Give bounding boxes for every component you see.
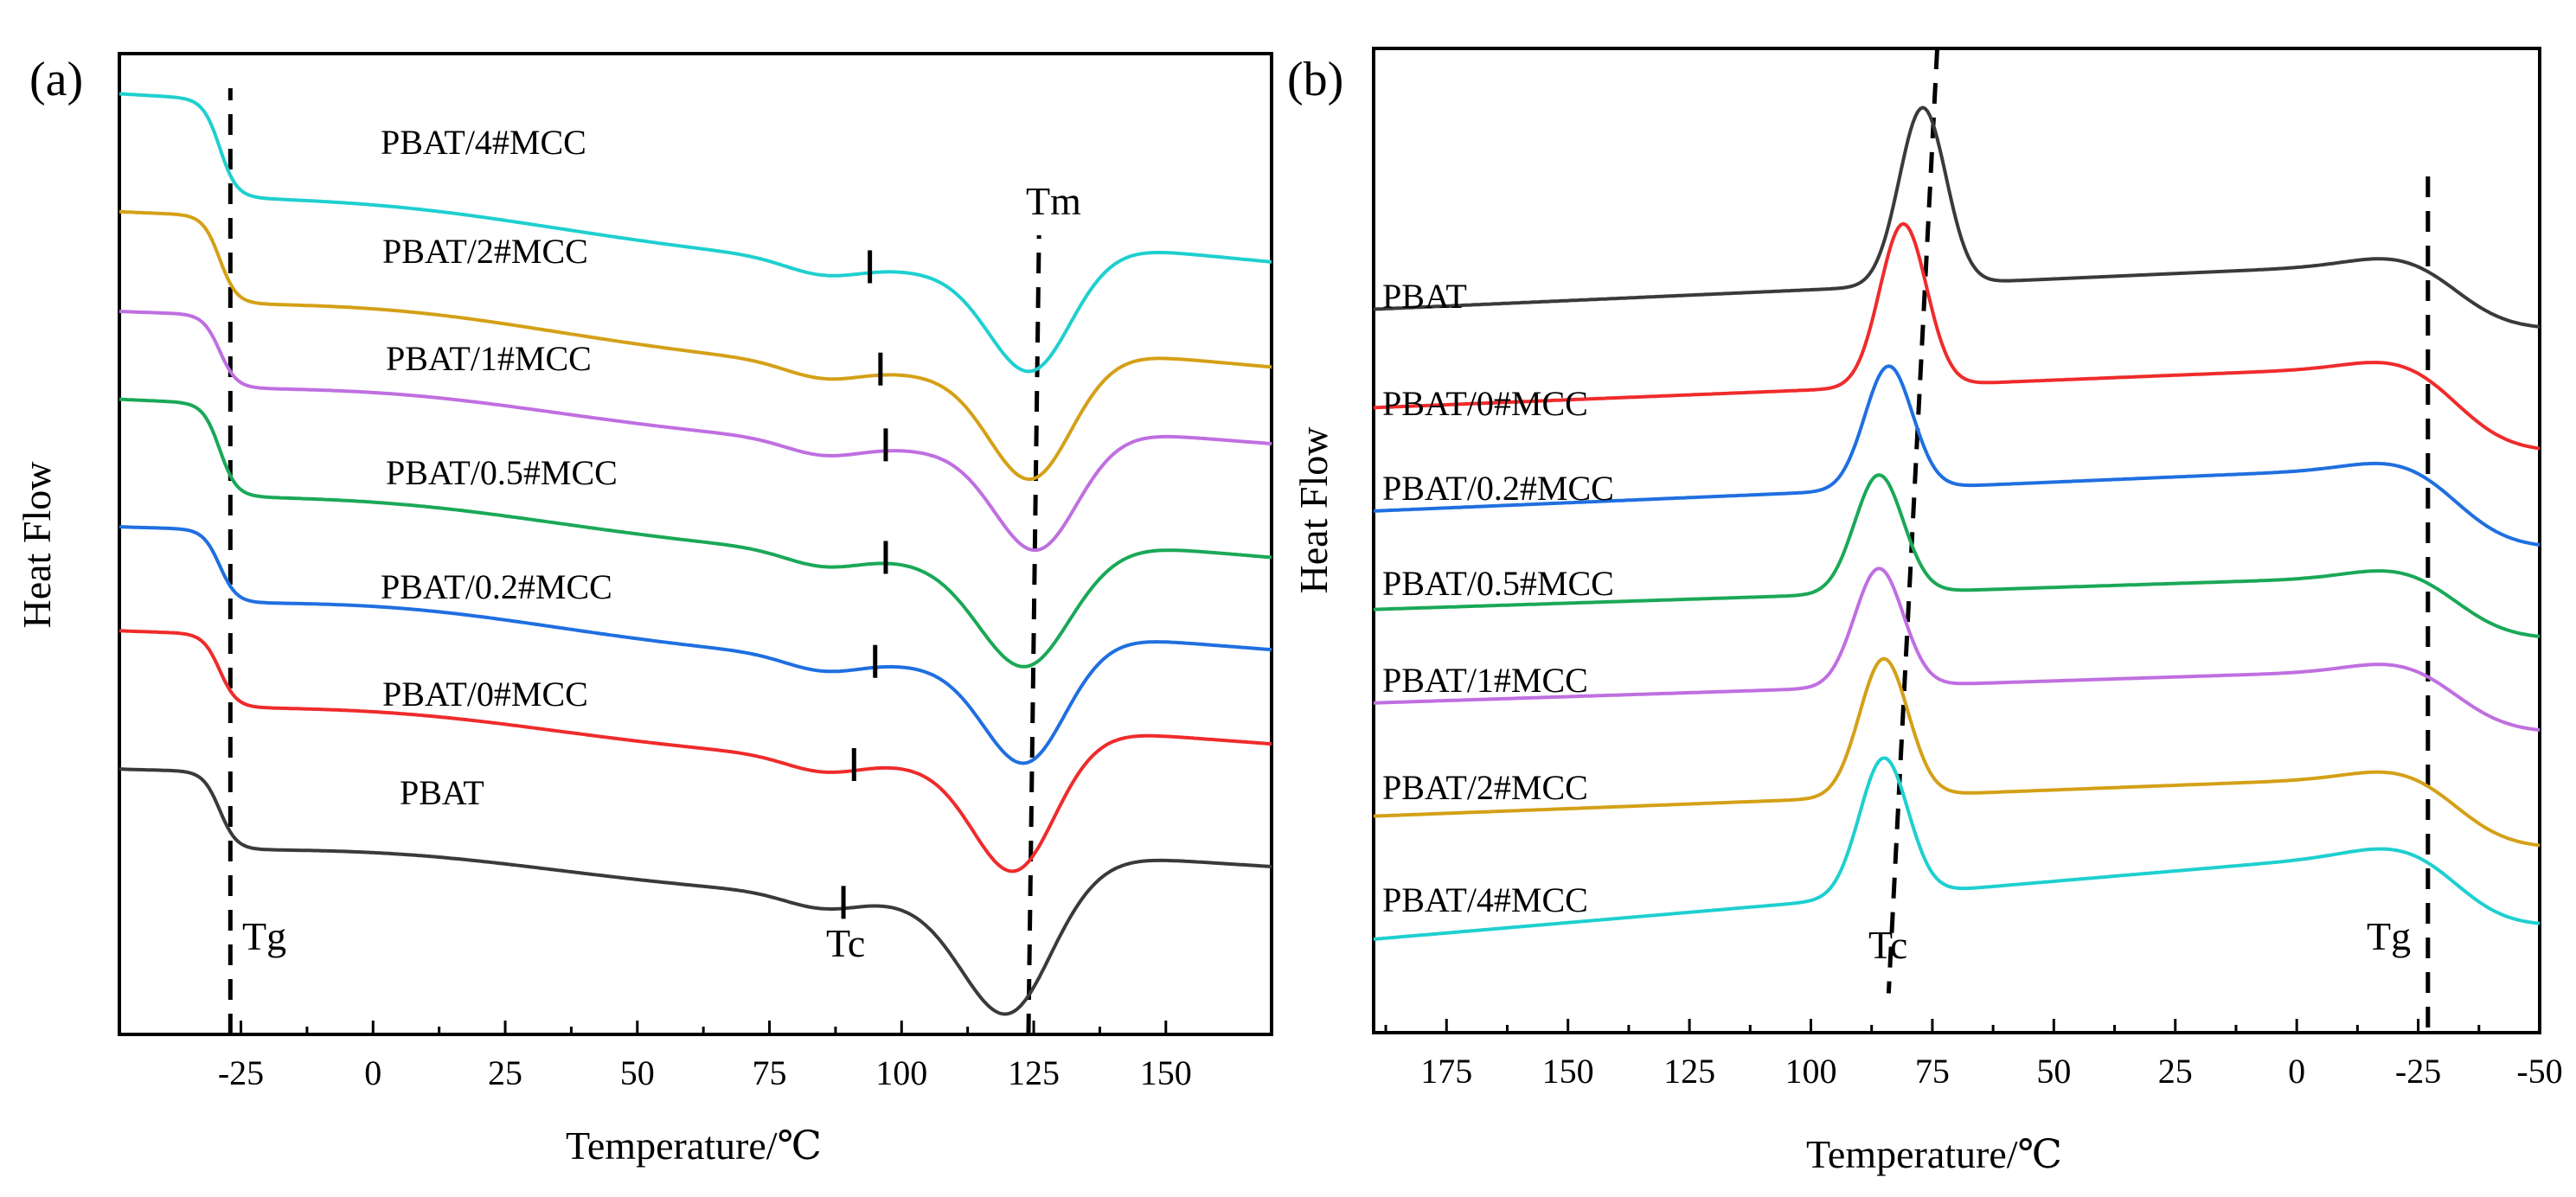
panel-a-series-labels: PBAT/4#MCC PBAT/2#MCC PBAT/1#MCC PBAT/0.5#M… <box>381 123 618 812</box>
panel-a-label-pbat-0mcc: PBAT/0#MCC <box>382 675 588 714</box>
panel-a-dashed-tm <box>1026 234 1041 1035</box>
panel-b-x-tick-label: 0 <box>2288 1052 2305 1091</box>
panel-b-x-tick-label: -50 <box>2516 1052 2562 1091</box>
panel-a-series-pbat-2mcc <box>119 209 1272 482</box>
panel-a-label-pbat-1mcc: PBAT/1#MCC <box>386 339 592 378</box>
panel-b-x-tick-label: 50 <box>2036 1052 2071 1091</box>
panel-b-series-pbat-0p2mcc <box>1373 364 2541 547</box>
panel-b-tg-label: Tg <box>2367 914 2411 958</box>
panel-b-label: (b) <box>1287 53 1343 106</box>
panel-a-series-pbat-0mcc <box>119 629 1272 874</box>
panel-a-series-pbat-4mcc <box>119 92 1272 374</box>
panel-b-series-pbat-4mcc <box>1373 756 2541 941</box>
panel-a-label: (a) <box>29 53 83 106</box>
panel-b-series-pbat-2mcc <box>1373 656 2541 848</box>
panel-b-x-tick-label: 175 <box>1420 1052 1472 1091</box>
panel-b-x-tick-label: 75 <box>1915 1052 1950 1091</box>
panel-a-x-ticks: -25 0 25 50 75 100 125 150 <box>218 1021 1192 1092</box>
panel-b-y-axis-title: Heat Flow <box>1291 426 1336 594</box>
panel-a: (a) Heat Flow Temperature/℃ -25 0 25 50 75 10… <box>15 52 1273 1168</box>
panel-b-label-pbat-0mcc: PBAT/0#MCC <box>1382 384 1588 423</box>
panel-a-x-tick-label: 75 <box>753 1053 787 1092</box>
panel-b-label-pbat-0p5mcc: PBAT/0.5#MCC <box>1382 564 1614 603</box>
panel-b-label-pbat: PBAT <box>1382 277 1467 316</box>
panel-a-series-pbat-0p2mcc <box>119 525 1272 765</box>
panel-b-label-pbat-1mcc: PBAT/1#MCC <box>1382 661 1588 700</box>
panel-b-series-pbat-1mcc <box>1373 566 2541 732</box>
panel-b-curves <box>1373 106 2541 941</box>
panel-b-frame <box>1372 47 2541 1034</box>
panel-b-label-pbat-2mcc: PBAT/2#MCC <box>1382 768 1588 807</box>
panel-a-series-pbat <box>119 767 1272 1016</box>
panel-a-x-tick-label: -25 <box>218 1053 264 1092</box>
panel-a-tm-label: Tm <box>1026 179 1081 223</box>
panel-b-x-axis-title: Temperature/℃ <box>1806 1132 2062 1176</box>
panel-a-x-tick-label: 100 <box>875 1053 927 1092</box>
panel-a-reference-lines <box>227 88 1041 1035</box>
panel-b-x-tick-label: 125 <box>1663 1052 1715 1091</box>
panel-b-series-labels: PBAT PBAT/0#MCC PBAT/0.2#MCC PBAT/0.5#MCC PB… <box>1382 277 1614 919</box>
panel-b: (b) Heat Flow Temperature/℃ 175 150 125 100… <box>1287 47 2563 1176</box>
panel-b-reference-lines <box>1886 48 2431 1033</box>
panel-b-label-pbat-4mcc: PBAT/4#MCC <box>1382 880 1588 919</box>
panel-a-x-tick-label: 125 <box>1008 1053 1060 1092</box>
panel-b-label-pbat-0p2mcc: PBAT/0.2#MCC <box>1382 469 1614 508</box>
panel-b-x-tick-label: -25 <box>2395 1052 2441 1091</box>
panel-b-x-ticks: 175 150 125 100 75 50 25 0 -25 -50 <box>1384 1019 2563 1091</box>
panel-a-tg-label: Tg <box>242 914 286 958</box>
panel-b-series-pbat-0p5mcc <box>1373 473 2541 638</box>
panel-a-tc-label: Tc <box>826 921 865 965</box>
panel-b-dashed-tc <box>1886 48 1940 994</box>
panel-a-label-pbat-0p5mcc: PBAT/0.5#MCC <box>386 453 618 492</box>
panel-a-label-pbat-2mcc: PBAT/2#MCC <box>382 232 588 271</box>
panel-a-label-pbat-4mcc: PBAT/4#MCC <box>381 123 586 162</box>
panel-b-tc-label: Tc <box>1868 923 1907 967</box>
panel-a-x-tick-label: 150 <box>1140 1053 1192 1092</box>
panel-b-series-pbat-0mcc <box>1373 221 2541 451</box>
panel-a-curves <box>119 92 1272 1016</box>
panel-a-plot-area: -25 0 25 50 75 100 125 150 PBAT/4#MCC PBAT/2#MCC… <box>118 52 1273 1092</box>
panel-b-plot-area: 175 150 125 100 75 50 25 0 -25 -50 PBAT PBAT/0#MCC… <box>1372 47 2563 1091</box>
panel-a-frame <box>118 52 1273 1036</box>
panel-b-x-tick-label: 150 <box>1542 1052 1594 1091</box>
panel-a-label-pbat: PBAT <box>400 773 484 812</box>
panel-a-series-pbat-0p5mcc <box>119 397 1272 669</box>
panel-a-x-axis-title: Temperature/℃ <box>566 1123 822 1168</box>
panel-b-series-pbat <box>1373 106 2541 329</box>
panel-b-x-tick-label: 25 <box>2158 1052 2193 1091</box>
panel-b-x-tick-label: 100 <box>1785 1052 1837 1091</box>
panel-a-y-axis-title: Heat Flow <box>15 461 59 629</box>
panel-a-x-tick-label: 25 <box>488 1053 522 1092</box>
panel-a-series-pbat-1mcc <box>119 310 1272 553</box>
panel-a-label-pbat-0p2mcc: PBAT/0.2#MCC <box>381 567 612 606</box>
panel-a-x-tick-label: 50 <box>620 1053 655 1092</box>
panel-a-x-tick-label: 0 <box>364 1053 381 1092</box>
